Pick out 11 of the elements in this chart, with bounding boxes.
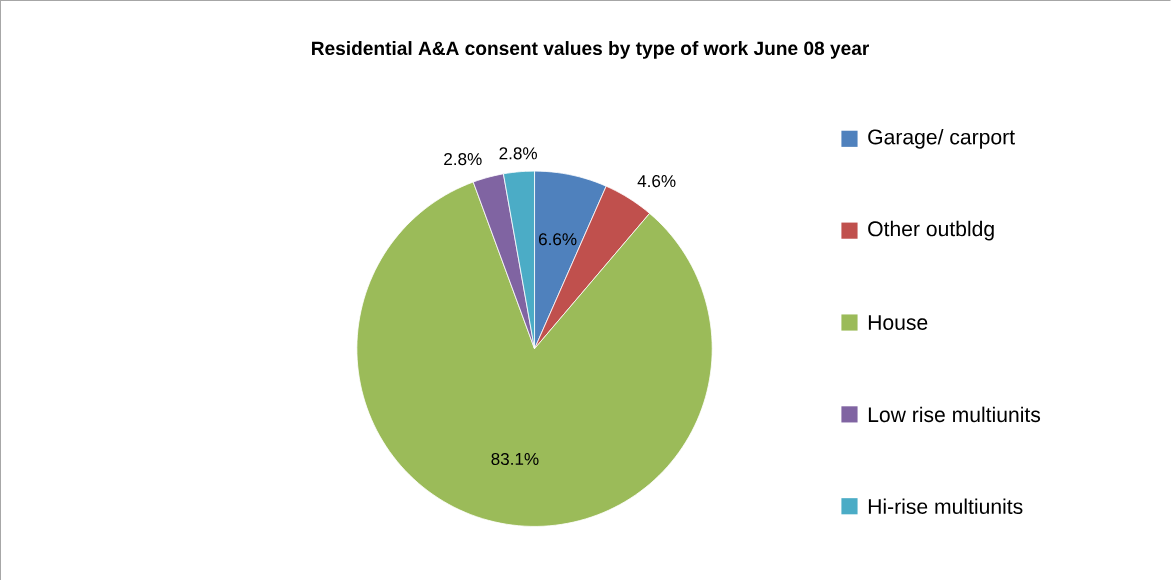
legend-label: Garage/ carport — [868, 128, 1015, 149]
data-label: 4.6% — [637, 174, 676, 187]
legend-label: Hi-rise multiunits — [868, 498, 1023, 514]
data-label: 2.8% — [499, 147, 537, 160]
chart-title: Residential A&A consent values by type of work June 08 year — [312, 40, 870, 59]
data-label: 83.1% — [491, 452, 539, 465]
data-label: 2.8% — [444, 152, 482, 165]
legend-label: Low rise multiunits — [868, 406, 1041, 422]
data-label: 6.6% — [538, 232, 577, 246]
legend-label: Other outbldg — [868, 220, 994, 241]
legend-label: House — [868, 314, 928, 330]
